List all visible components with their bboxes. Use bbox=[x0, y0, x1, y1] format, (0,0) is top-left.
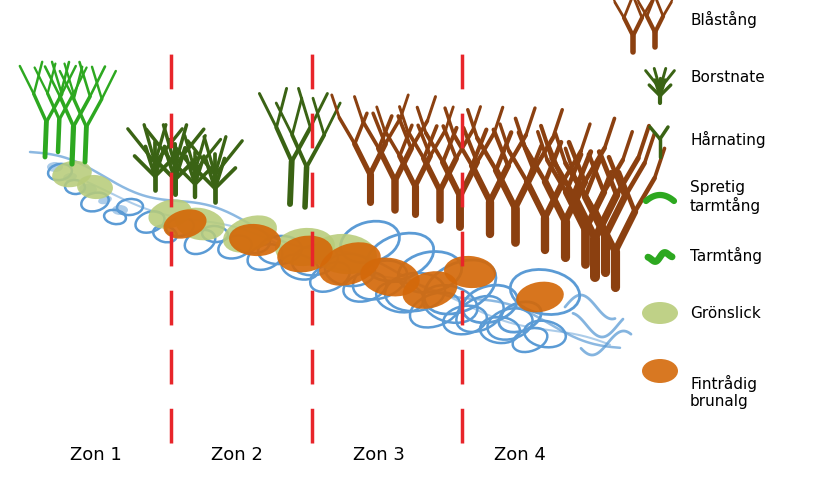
Ellipse shape bbox=[642, 359, 678, 383]
Ellipse shape bbox=[223, 215, 277, 253]
Text: Spretig
tarmtång: Spretig tarmtång bbox=[690, 180, 761, 214]
Ellipse shape bbox=[98, 196, 111, 204]
Text: Zon 1: Zon 1 bbox=[70, 446, 121, 465]
Ellipse shape bbox=[229, 224, 281, 256]
Ellipse shape bbox=[313, 234, 377, 274]
Text: Tarmtång: Tarmtång bbox=[690, 246, 762, 264]
Text: Borstnate: Borstnate bbox=[690, 69, 765, 84]
Ellipse shape bbox=[319, 242, 381, 286]
Ellipse shape bbox=[277, 236, 333, 272]
Ellipse shape bbox=[63, 173, 77, 181]
Text: Grönslick: Grönslick bbox=[690, 306, 760, 321]
Ellipse shape bbox=[52, 161, 92, 187]
Ellipse shape bbox=[163, 209, 206, 239]
Ellipse shape bbox=[444, 256, 496, 288]
Text: Fintrådig
brunalg: Fintrådig brunalg bbox=[690, 375, 757, 409]
Ellipse shape bbox=[403, 271, 458, 309]
Ellipse shape bbox=[112, 205, 128, 215]
Text: Zon 3: Zon 3 bbox=[353, 446, 404, 465]
Text: Hårnating: Hårnating bbox=[690, 131, 765, 147]
Ellipse shape bbox=[77, 175, 113, 199]
Text: Blåstång: Blåstång bbox=[690, 11, 757, 27]
Ellipse shape bbox=[275, 228, 335, 266]
Text: Zon 2: Zon 2 bbox=[211, 446, 263, 465]
Ellipse shape bbox=[516, 281, 564, 312]
Ellipse shape bbox=[360, 257, 419, 296]
Ellipse shape bbox=[79, 184, 97, 194]
Ellipse shape bbox=[642, 302, 678, 324]
Ellipse shape bbox=[47, 162, 63, 172]
Ellipse shape bbox=[176, 208, 225, 241]
Ellipse shape bbox=[148, 200, 191, 228]
Text: Zon 4: Zon 4 bbox=[494, 446, 546, 465]
